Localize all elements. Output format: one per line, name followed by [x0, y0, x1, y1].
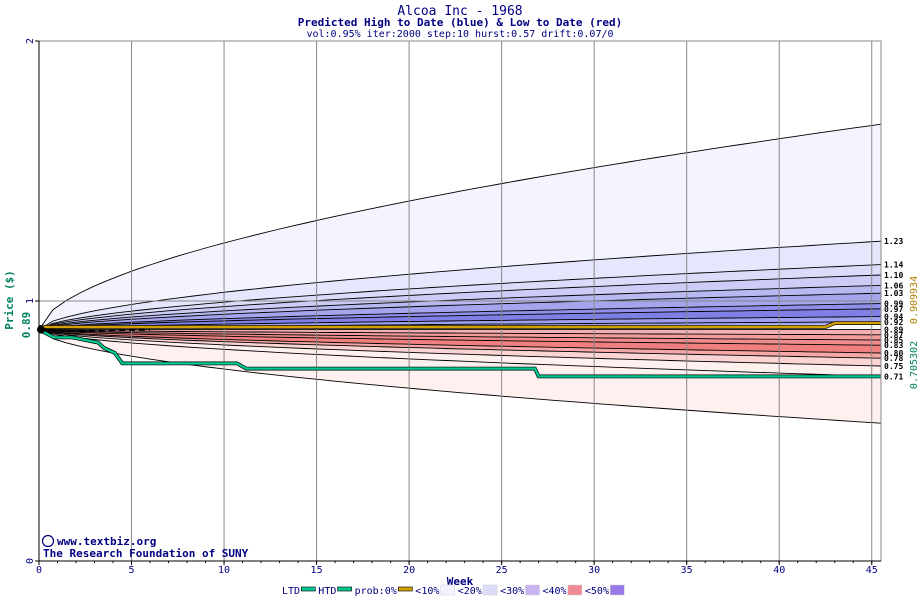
band-end-label: 0.99 — [884, 300, 903, 309]
band-end-label: 0.71 — [884, 372, 903, 381]
band-boundary — [38, 329, 882, 377]
band-end-label: 0.80 — [884, 349, 903, 358]
band-end-label: 0.89 — [884, 326, 903, 335]
lower-band — [39, 329, 881, 335]
legend: LTD HTD prob:0% <10% <20% <30% <40% <50% — [282, 584, 625, 597]
band-end-label: 1.23 — [884, 237, 903, 246]
band-boundary — [38, 284, 882, 331]
band-end-label: 0.78 — [884, 354, 903, 363]
band-boundary — [38, 316, 882, 331]
legend-label: prob:0% — [355, 586, 397, 597]
band-end-label: 0.97 — [884, 305, 903, 314]
band-end-label: 0.85 — [884, 336, 903, 345]
lower-band — [39, 329, 881, 353]
band-boundary — [38, 274, 882, 331]
upper-band — [39, 308, 881, 330]
legend-label: <40% — [543, 586, 567, 597]
lower-band — [39, 329, 881, 366]
upper-band — [39, 316, 881, 330]
upper-band — [39, 124, 881, 330]
upper-band — [39, 264, 881, 330]
credit-line-1: www.textbiz.org — [57, 535, 156, 548]
prob-line — [39, 321, 881, 329]
band-end-label: 0.75 — [884, 362, 903, 371]
legend-swatch — [567, 584, 583, 596]
y-tick-label: 2 — [25, 38, 36, 44]
x-tick-label: 15 — [311, 565, 323, 576]
band-end-label: 0.87 — [884, 331, 903, 340]
band-end-label: 1.10 — [884, 271, 903, 280]
band-boundary — [38, 329, 881, 336]
x-tick-label: 10 — [218, 565, 230, 576]
legend-swatch — [482, 584, 498, 596]
upper-band — [39, 275, 881, 330]
ltd-line — [38, 328, 881, 378]
band-labels: 1.23 1.141.101.061.03 0.990.970.940.920.89… — [884, 237, 903, 381]
chart-subtitle: Predicted High to Date (blue) & Low to D… — [298, 16, 623, 29]
current-price-marker — [37, 325, 45, 334]
legend-label: <30% — [500, 586, 524, 597]
x-tick-label: 45 — [866, 565, 878, 576]
current-price-label: 0.89 — [20, 312, 33, 339]
band-end-label: 0.94 — [884, 313, 903, 322]
lower-band — [39, 329, 881, 424]
x-tick-label: 35 — [681, 565, 693, 576]
side-value-orange: 0.909934 — [909, 276, 920, 324]
x-tick-label: 30 — [588, 565, 600, 576]
band-end-label: 1.06 — [884, 281, 903, 290]
chart-title: Alcoa Inc - 1968 — [397, 4, 522, 19]
legend-line-swatch — [300, 586, 316, 592]
band-boundary — [38, 292, 882, 331]
legend-label: HTD — [318, 586, 336, 597]
y-tick-label: 1 — [25, 298, 36, 304]
band-boundary — [38, 123, 882, 330]
band-end-label: 0.92 — [884, 318, 903, 327]
axes: 0 5 10 15 20 25 30 35 40 45 0 1 2 — [25, 38, 882, 576]
x-tick-label: 0 — [36, 565, 42, 576]
band-boundary — [38, 329, 882, 359]
legend-line-swatch — [337, 586, 352, 592]
series-lines — [38, 321, 881, 379]
band-boundary — [38, 329, 882, 354]
legend-swatch — [610, 584, 625, 596]
band-boundary — [38, 303, 882, 331]
lower-band — [39, 329, 881, 346]
credit-line-2: The Research Foundation of SUNY — [43, 547, 249, 560]
band-boundary — [38, 329, 882, 346]
band-boundary — [38, 329, 882, 367]
copyright-icon — [41, 534, 55, 548]
legend-swatch — [440, 584, 455, 596]
legend-label: <20% — [458, 586, 482, 597]
band-end-label: 1.14 — [884, 261, 903, 270]
x-tick-label: 20 — [403, 565, 415, 576]
upper-band — [39, 303, 881, 330]
band-end-label: 0.83 — [884, 341, 903, 350]
band-boundary — [38, 240, 882, 330]
legend-line-swatch — [397, 586, 413, 592]
x-tick-label: 5 — [129, 565, 135, 576]
x-tick-label: 40 — [773, 565, 785, 576]
htd-line — [38, 328, 151, 332]
x-tick-label: 25 — [496, 565, 508, 576]
y-tick-label: 0 — [25, 558, 36, 564]
grid — [39, 40, 881, 561]
chart-params: vol:0.95% iter:2000 step:10 hurst:0.57 d… — [306, 29, 613, 40]
upper-band — [39, 293, 881, 330]
band-boundary — [38, 264, 882, 331]
legend-swatch — [525, 584, 540, 596]
upper-band — [39, 285, 881, 330]
legend-label: <10% — [415, 586, 439, 597]
lower-band — [39, 329, 881, 377]
band-boundary — [38, 329, 882, 341]
lower-band — [39, 329, 881, 359]
band-boundary — [38, 308, 882, 331]
band-end-label: 1.03 — [884, 289, 903, 298]
probability-bands — [38, 123, 882, 424]
y-axis-label: Price ($) — [3, 270, 16, 330]
legend-label: LTD — [282, 586, 300, 597]
side-value-green: 0.705302 — [909, 341, 920, 389]
legend-label: <50% — [585, 586, 609, 597]
